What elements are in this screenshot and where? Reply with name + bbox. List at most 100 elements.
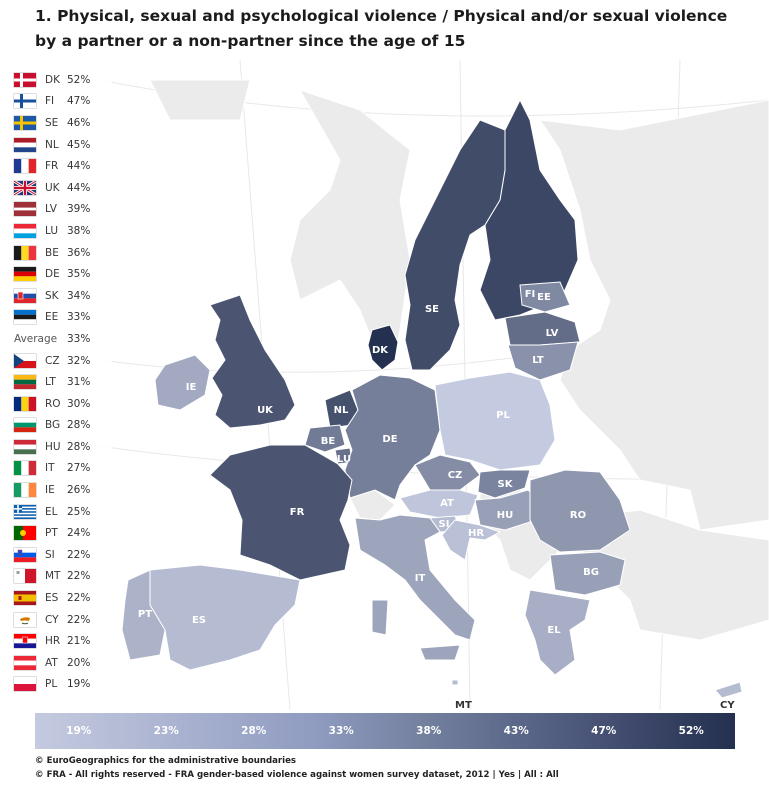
ranking-row-pt: PT 24%: [14, 522, 112, 545]
country-sk[interactable]: [477, 469, 531, 499]
ranking-value: 33%: [67, 332, 91, 345]
country-ie[interactable]: [154, 354, 211, 411]
ro-flag-icon: [14, 396, 36, 411]
country-dk[interactable]: [367, 324, 399, 371]
map-label-dk: DK: [372, 345, 389, 356]
ranking-country-code: DE: [45, 268, 60, 281]
ranking-value: 33%: [67, 311, 91, 324]
legend-tick-label: 19%: [66, 725, 92, 737]
ranking-country-code: FR: [45, 160, 59, 173]
ranking-country-code: EL: [45, 505, 58, 518]
ranking-row-be: BE 36%: [14, 241, 112, 264]
ranking-country-code: IE: [45, 484, 55, 497]
ranking-country-code: HR: [45, 635, 61, 648]
map-label-lt: LT: [532, 355, 544, 366]
ranking-row-fr: FR 44%: [14, 155, 112, 177]
country-es[interactable]: [149, 564, 301, 671]
country-it-sicily[interactable]: [419, 644, 461, 661]
ranking-value: 19%: [67, 678, 91, 691]
map-label-hu: HU: [497, 510, 514, 521]
country-cy[interactable]: [714, 681, 743, 699]
ranking-value: 31%: [67, 376, 91, 389]
map-label-at: AT: [440, 498, 454, 509]
ranking-value: 36%: [67, 246, 91, 259]
ranking-value: 44%: [67, 160, 91, 173]
country-at[interactable]: [399, 489, 479, 519]
ranking-value: 34%: [67, 289, 91, 302]
country-ee[interactable]: [519, 281, 571, 313]
ranking-row-lu: LU 38%: [14, 220, 112, 242]
page-title: 1. Physical, sexual and psychological vi…: [35, 7, 728, 50]
lu-flag-icon: [14, 223, 36, 238]
ranking-country-code: IT: [45, 462, 55, 475]
ranking-value: 28%: [67, 419, 91, 432]
map-label-se: SE: [425, 304, 439, 315]
country-be[interactable]: [304, 424, 346, 453]
bg-flag-icon: [14, 418, 36, 433]
fr-flag-icon: [14, 159, 36, 174]
country-uk[interactable]: [209, 294, 296, 429]
ranking-value: 22%: [67, 548, 91, 561]
country-bg[interactable]: [549, 551, 626, 596]
dk-flag-icon: [14, 72, 36, 87]
ranking-row-it: IT 27%: [14, 457, 112, 480]
ranking-country-code: LT: [45, 376, 56, 389]
map-label-ro: RO: [570, 510, 586, 521]
country-lt[interactable]: [507, 341, 579, 381]
map-label-bg: BG: [583, 567, 599, 578]
ranking-row-pl: PL 19%: [14, 673, 112, 696]
ranking-country-code: EE: [45, 311, 59, 324]
map-label-ee: EE: [537, 292, 551, 303]
ranking-value: 30%: [67, 397, 91, 410]
choropleth-map: SE FI EE LV LT DK IE UK NL BE LU DE PL CZ SK AT HU SI HR RO…: [0, 60, 769, 710]
de-flag-icon: [14, 267, 36, 282]
ranking-row-sk: SK 34%: [14, 284, 112, 307]
map-label-ie: IE: [186, 382, 197, 393]
country-pt[interactable]: [121, 569, 166, 661]
cy-flag-icon: [14, 612, 36, 627]
ranking-country-code: RO: [45, 397, 61, 410]
ranking-row-nl: NL 45%: [14, 133, 112, 156]
map-label-cz: CZ: [448, 470, 463, 481]
country-pl[interactable]: [434, 371, 556, 471]
iceland-region: [149, 79, 251, 121]
it-flag-icon: [14, 461, 36, 476]
country-ro[interactable]: [529, 469, 631, 553]
hu-flag-icon: [14, 439, 36, 454]
country-el[interactable]: [524, 589, 591, 676]
ranking-country-code: DK: [45, 73, 60, 86]
at-flag-icon: [14, 655, 36, 670]
pt-flag-icon: [14, 526, 36, 541]
lt-flag-icon: [14, 375, 36, 390]
ranking-country-code: SK: [45, 289, 59, 302]
ranking-value: 45%: [67, 138, 91, 151]
legend-tick-label: 23%: [153, 725, 179, 737]
ranking-row-cz: CZ 32%: [14, 349, 112, 372]
country-se[interactable]: [404, 119, 506, 371]
map-label-de: DE: [382, 434, 397, 445]
ranking-country-code: PL: [45, 678, 58, 691]
ranking-country-code: CY: [45, 613, 59, 626]
ranking-row-hu: HU 28%: [14, 436, 112, 458]
country-it[interactable]: [354, 514, 476, 641]
map-label-el: EL: [547, 625, 561, 636]
country-mt[interactable]: [451, 679, 459, 686]
color-scale-legend: [35, 713, 735, 749]
ranking-value: 35%: [67, 268, 91, 281]
be-flag-icon: [14, 245, 36, 260]
footer-boundaries: © EuroGeographics for the administrative…: [35, 756, 297, 766]
ranking-row-lt: LT 31%: [14, 371, 112, 393]
ranking-row-si: SI 22%: [14, 544, 112, 566]
ranking-country-code: PT: [45, 527, 58, 540]
ranking-row-se: SE 46%: [14, 112, 112, 134]
ranking-value: 38%: [67, 224, 91, 237]
pl-flag-icon: [14, 677, 36, 692]
country-lv[interactable]: [504, 311, 581, 346]
ranking-value: 25%: [67, 505, 91, 518]
country-fr[interactable]: [209, 444, 353, 581]
country-de[interactable]: [344, 374, 441, 501]
map-label-pl: PL: [496, 410, 510, 421]
country-hr[interactable]: [441, 519, 502, 561]
ranking-value: 22%: [67, 613, 91, 626]
country-it-sardinia[interactable]: [371, 599, 389, 636]
